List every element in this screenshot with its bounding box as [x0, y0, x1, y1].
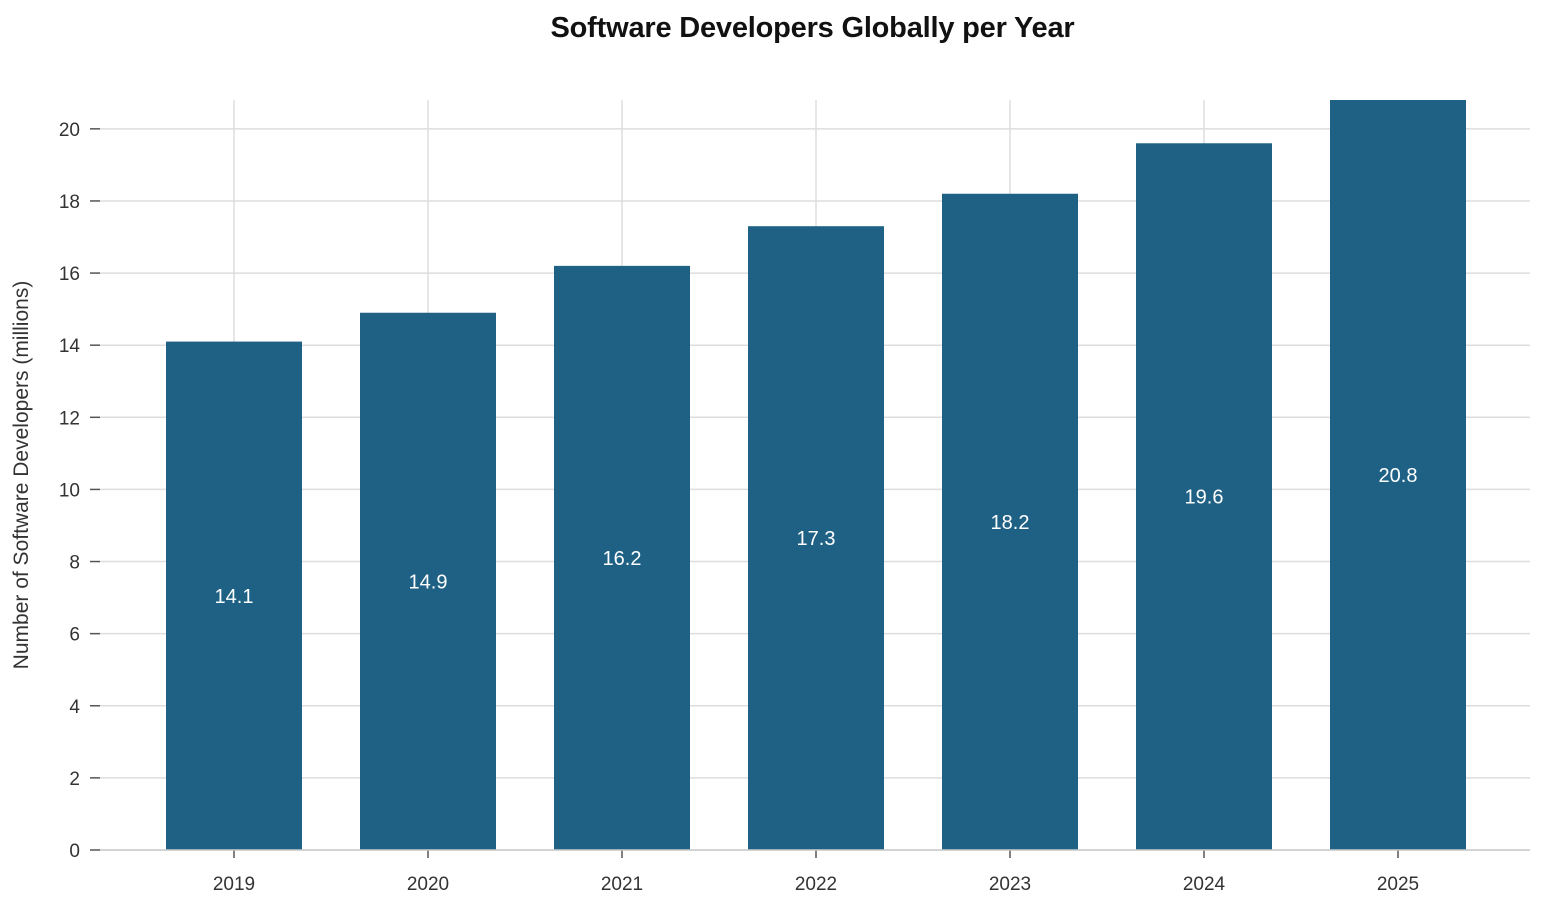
y-tick-label: 8 [69, 553, 80, 574]
x-tick-label-2023: 2023 [989, 874, 1031, 895]
axis-layer: 0 2 4 6 8 10 12 14 16 18 20 2019 2020 2021 2022 2023 202… [59, 120, 1530, 895]
bar-2020 [360, 312, 496, 851]
y-tick-label: 6 [69, 625, 80, 646]
y-tick-label: 0 [69, 841, 80, 862]
chart-title: Software Developers Globally per Year [550, 12, 1075, 44]
y-tick-label: 18 [59, 192, 80, 213]
x-tick-label-2024: 2024 [1183, 874, 1226, 895]
y-axis-title: Number of Software Developers (millions) [10, 281, 33, 670]
bar-2023 [942, 193, 1078, 850]
y-tick-label: 16 [59, 264, 80, 285]
bar-2021 [554, 265, 690, 851]
x-tick-label-2025: 2025 [1377, 874, 1419, 895]
data-label-2021: 16.2 [603, 548, 642, 570]
x-tick-label-2019: 2019 [213, 874, 255, 895]
bars-layer [166, 100, 1466, 851]
bar-2024 [1136, 143, 1272, 850]
y-tick-label: 2 [69, 769, 80, 790]
data-label-2024: 19.6 [1185, 487, 1224, 509]
data-label-2025: 20.8 [1379, 465, 1418, 487]
y-tick-label: 12 [59, 408, 80, 429]
data-label-2019: 14.1 [215, 586, 254, 608]
y-tick-label: 10 [59, 480, 80, 501]
data-label-2022: 17.3 [797, 528, 836, 550]
x-tick-label-2022: 2022 [795, 874, 837, 895]
y-tick-label: 14 [59, 336, 81, 357]
data-label-2023: 18.2 [991, 512, 1030, 534]
bar-2022 [748, 226, 884, 851]
y-tick-label: 4 [69, 697, 80, 718]
y-tick-label: 20 [59, 120, 80, 141]
bar-2025 [1330, 100, 1466, 850]
data-labels-layer: 14.1 14.9 16.2 17.3 18.2 19.6 20.8 [215, 465, 1418, 608]
x-tick-label-2020: 2020 [407, 874, 449, 895]
bar-2019 [166, 341, 302, 850]
data-label-2020: 14.9 [409, 571, 448, 593]
x-tick-label-2021: 2021 [601, 874, 643, 895]
